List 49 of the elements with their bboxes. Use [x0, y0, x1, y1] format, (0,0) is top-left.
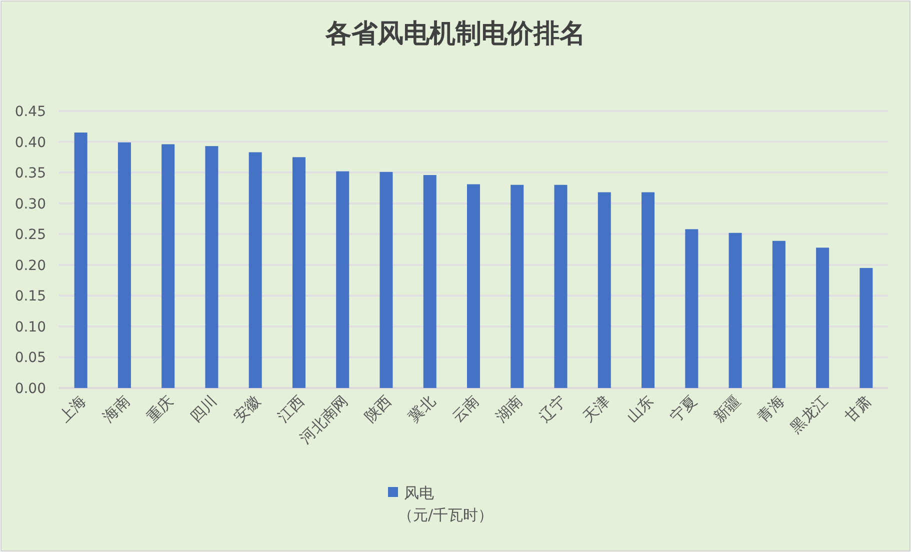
legend-label: 风电（元/千瓦时）: [398, 484, 494, 524]
x-tick-label: 云南: [448, 392, 482, 426]
y-tick-label: 0.40: [14, 134, 46, 151]
bar: [728, 232, 742, 388]
x-tick-label: 上海: [56, 392, 90, 426]
x-tick-label: 江西: [274, 392, 308, 426]
bar: [248, 152, 262, 388]
y-tick-label: 0.30: [14, 196, 46, 212]
y-tick-label: 0.35: [14, 166, 46, 182]
x-tick-label: 黑龙江: [786, 392, 832, 437]
y-tick-label: 0.00: [14, 381, 46, 397]
bar: [816, 248, 830, 388]
bar: [380, 172, 393, 388]
y-tick-label: 0.15: [14, 288, 46, 305]
x-tick-label: 四川: [186, 392, 221, 426]
bar: [860, 268, 873, 388]
x-tick-label: 山东: [622, 392, 657, 426]
bar: [554, 184, 568, 388]
y-tick-label: 0.05: [14, 350, 46, 366]
x-tick-label: 天津: [579, 392, 614, 426]
chart-title: 各省风电机制电价排名: [324, 19, 586, 49]
y-tick-label: 0.10: [14, 319, 46, 336]
x-tick-label: 辽宁: [536, 392, 570, 426]
bar: [510, 184, 524, 388]
bar: [467, 184, 480, 388]
bar: [685, 229, 698, 388]
bar: [205, 146, 218, 388]
bar: [118, 142, 131, 388]
y-tick-label: 0.45: [14, 104, 46, 120]
x-tick-label: 甘肃: [841, 392, 876, 426]
x-tick-label: 新疆: [710, 392, 744, 426]
bar: [292, 157, 306, 388]
bar: [598, 192, 611, 388]
bar: [772, 240, 786, 388]
x-tick-label: 青海: [754, 392, 788, 426]
y-tick-label: 0.20: [14, 258, 46, 274]
x-tick-label: 海南: [99, 392, 134, 426]
bar: [336, 171, 350, 388]
x-tick-label: 安徽: [230, 392, 264, 426]
bar: [162, 144, 175, 388]
x-tick-label: 重庆: [142, 392, 177, 426]
bar: [642, 192, 655, 388]
bar: [74, 132, 88, 388]
y-tick-label: 0.25: [14, 227, 46, 244]
x-tick-label: 湖南: [492, 392, 526, 426]
x-tick-label: 宁夏: [666, 392, 700, 426]
x-tick-label: 冀北: [404, 392, 439, 426]
bar: [423, 175, 436, 388]
x-tick-label: 陕西: [361, 392, 396, 426]
